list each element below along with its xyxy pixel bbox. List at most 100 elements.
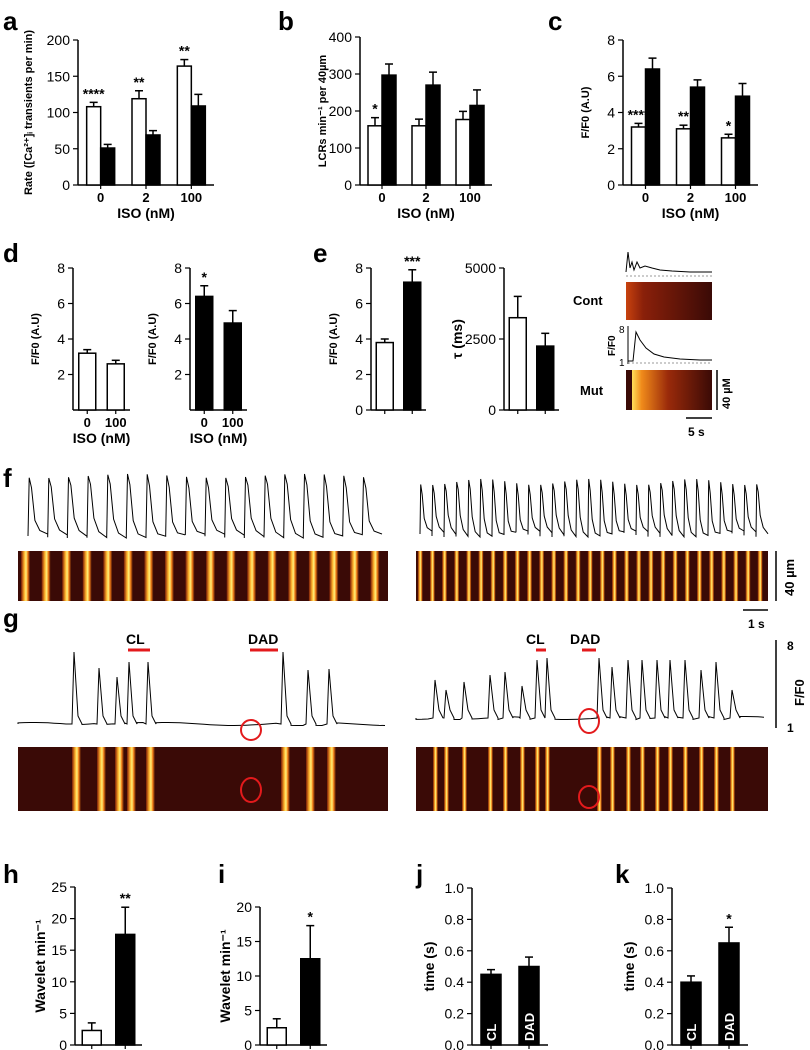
bar <box>720 137 737 186</box>
x-axis-label: ISO (nM) <box>117 205 175 221</box>
y-tick-label: 0.2 <box>445 1006 465 1022</box>
y-tick-label: 2 <box>57 367 65 383</box>
g-right-linescan-circle <box>578 785 600 809</box>
bar <box>81 1029 102 1046</box>
g-ff0-top: 8 <box>787 639 794 653</box>
linescan-stripe <box>103 551 113 601</box>
x-tick-label: 0 <box>378 190 385 205</box>
bar <box>106 363 125 411</box>
linescan-stripe <box>97 747 106 811</box>
y-tick-label: 0 <box>62 177 70 193</box>
y-tick-label: 300 <box>329 66 353 82</box>
y-tick-label: 5 <box>244 1003 252 1019</box>
y-axis-label: τ (ms) <box>449 319 465 359</box>
mut-label: Mut <box>580 383 604 398</box>
y-tick-label: 0.6 <box>645 943 665 959</box>
f-traces: 40 µm 1 s <box>18 473 797 631</box>
y-axis-label: time (s) <box>621 942 637 992</box>
linescan-stripe <box>478 551 484 601</box>
x-tick-label: 100 <box>105 415 127 430</box>
y-axis-label: F/F0 (A.U) <box>580 86 592 138</box>
y-tick-label: 0.2 <box>645 1006 665 1022</box>
bar <box>381 74 397 186</box>
y-tick-label: 8 <box>607 32 615 48</box>
linescan-stripe <box>72 747 81 811</box>
bar <box>145 134 161 186</box>
y-tick-label: 10 <box>51 974 67 990</box>
panel-letter-f: f <box>3 463 12 493</box>
linescan-stripe <box>144 551 154 601</box>
linescan-stripe <box>668 747 673 811</box>
x-tick-label: 100 <box>180 190 202 205</box>
linescan-stripe <box>82 551 92 601</box>
g-left-linescan-circle <box>240 777 262 803</box>
panel-letter-i: i <box>218 859 225 889</box>
bar-inner-label: CL <box>684 1024 699 1041</box>
y-tick-label: 0 <box>355 402 363 418</box>
y-tick-label: 100 <box>329 140 353 156</box>
g-left-dad-circle <box>240 719 262 741</box>
panel-letters: a b c d e f g h i j k <box>3 6 630 889</box>
linescan-stripe <box>684 551 690 601</box>
linescan-stripe <box>699 747 704 811</box>
e-space-scalebar-label: 40 µM <box>721 378 733 409</box>
y-tick-label: 1.0 <box>645 880 665 896</box>
significance-label: ** <box>678 108 689 124</box>
y-tick-label: 10 <box>236 968 252 984</box>
y-tick-label: 4 <box>355 331 363 347</box>
bar <box>411 125 427 186</box>
linescan-stripe <box>146 747 155 811</box>
significance-label: * <box>308 909 314 925</box>
y-axis-label: F/F0 (A.U) <box>328 313 340 365</box>
chart-c-ff0: 0 2 4 6 8 F/F0 (A.U) 0 **** 2 ** 100 * ISO (nM) <box>580 32 758 221</box>
f-left-linescan-stripes <box>21 551 380 601</box>
chart-e-ff0: 0 2 4 6 8 F/F0 (A.U) *** <box>328 253 426 418</box>
x-tick-label: 100 <box>222 415 244 430</box>
linescan-stripe <box>185 551 195 601</box>
linescan-stripe <box>288 551 298 601</box>
g-left-cl-label: CL <box>126 631 145 647</box>
y-axis-label: LCRs min⁻¹ per 40µm <box>317 55 329 168</box>
linescan-stripe <box>488 747 493 811</box>
g-ff0-label: F/F0 <box>792 679 807 706</box>
y-tick-label: 0 <box>488 402 496 418</box>
g-ff0-bottom: 1 <box>787 721 794 735</box>
panel-letter-j: j <box>415 859 423 889</box>
bar <box>675 128 692 186</box>
bar <box>223 322 242 411</box>
y-axis-label: Wavelet min⁻¹ <box>217 929 233 1023</box>
linescan-stripe <box>648 551 654 601</box>
linescan-stripe <box>597 747 602 811</box>
linescan-stripe <box>503 747 508 811</box>
linescan-stripe <box>624 551 630 601</box>
linescan-stripe <box>545 747 550 811</box>
f-right-linescan-stripes <box>417 551 763 601</box>
g-right-linescan <box>416 747 768 811</box>
linescan-stripe <box>551 551 557 601</box>
y-tick-label: 200 <box>47 32 71 48</box>
y-tick-label: 20 <box>51 911 67 927</box>
cont-trace <box>625 251 712 273</box>
significance-label: **** <box>628 106 650 122</box>
linescan-stripe <box>535 747 540 811</box>
linescan-stripe <box>599 551 605 601</box>
y-tick-label: 2 <box>607 141 615 157</box>
bar <box>85 105 102 186</box>
linescan-stripe <box>433 747 438 811</box>
x-tick-label: 0 <box>97 190 104 205</box>
bar <box>425 84 441 186</box>
bar <box>266 1027 287 1046</box>
linescan-stripe <box>683 747 688 811</box>
bar <box>375 341 394 411</box>
linescan-stripe <box>745 551 751 601</box>
bar <box>508 316 527 411</box>
bar <box>403 281 422 411</box>
linescan-stripe <box>41 551 51 601</box>
g-right-dad-label: DAD <box>570 631 600 647</box>
mut-trace <box>628 330 712 362</box>
g-right-cl-label: CL <box>526 631 545 647</box>
y-tick-label: 4 <box>57 331 65 347</box>
y-tick-label: 8 <box>355 260 363 276</box>
y-tick-label: 0.8 <box>645 911 665 927</box>
